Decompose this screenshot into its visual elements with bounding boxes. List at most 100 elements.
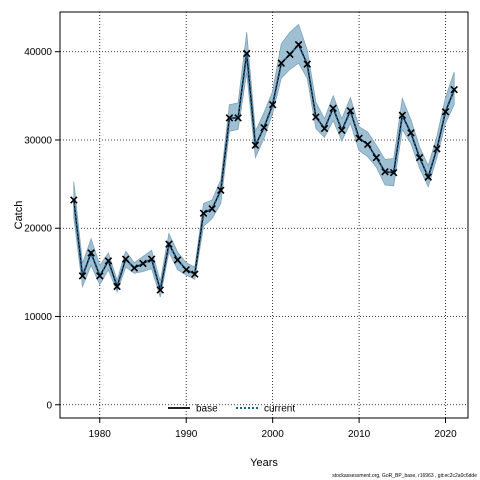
data-marker-stroke [346, 107, 355, 115]
y-tick-label: 20000 [24, 224, 52, 235]
data-marker-stroke [398, 111, 407, 120]
data-marker-stroke [251, 141, 260, 150]
data-marker-stroke [415, 153, 424, 162]
data-marker [294, 40, 303, 49]
data-marker [441, 107, 450, 116]
data-marker [70, 196, 78, 204]
y-tick-label: 10000 [24, 312, 52, 323]
data-marker-stroke [242, 49, 251, 58]
x-axis-title: Years [250, 457, 278, 469]
data-marker-stroke [268, 100, 277, 109]
x-axis-ticks: 1980 1990 2000 2010 2020 [89, 418, 457, 440]
y-tick-label: 30000 [24, 135, 52, 146]
y-axis-ticks: 0 10000 20000 30000 40000 [24, 47, 60, 411]
data-marker-stroke [303, 60, 311, 68]
data-marker [78, 272, 87, 280]
data-marker-stroke [199, 209, 208, 218]
data-marker-stroke [389, 168, 398, 177]
data-marker-stroke [277, 59, 286, 67]
series-lines [72, 42, 456, 291]
data-marker-stroke [381, 167, 389, 176]
data-marker-stroke [260, 123, 268, 132]
data-marker [95, 272, 104, 280]
legend-label: base [196, 404, 218, 415]
data-marker [199, 209, 208, 218]
data-marker [433, 145, 441, 153]
data-marker [260, 123, 268, 132]
data-marker-stroke [70, 196, 78, 204]
data-marker [251, 141, 260, 150]
data-marker-stroke [182, 265, 190, 274]
data-marker-stroke [217, 186, 225, 195]
data-marker [372, 153, 381, 162]
data-marker-stroke [208, 205, 216, 213]
data-marker [165, 240, 173, 248]
data-marker [113, 282, 121, 291]
data-marker [147, 255, 156, 263]
data-marker-stroke [441, 107, 450, 116]
data-marker-stroke [191, 270, 199, 278]
legend-entry-current: current [236, 404, 295, 415]
data-marker-stroke [156, 286, 165, 294]
data-marker [130, 264, 139, 272]
footer-text: stockassessment.org, GoR_BP_base, r16963… [332, 473, 477, 479]
data-marker-stroke [130, 264, 139, 272]
data-marker [173, 256, 182, 264]
x-tick-label: 1990 [175, 429, 198, 440]
data-marker-stroke [95, 272, 104, 280]
data-marker [234, 114, 242, 122]
x-tick-label: 2000 [262, 429, 285, 440]
data-marker [87, 249, 95, 257]
data-marker [338, 126, 346, 135]
data-marker [389, 168, 398, 177]
x-tick-label: 2020 [434, 429, 457, 440]
data-marker-stroke [87, 249, 95, 257]
series-line-base [73, 43, 455, 291]
x-tick-label: 2010 [348, 429, 371, 440]
confidence-band [73, 23, 455, 298]
data-marker [156, 286, 165, 294]
data-marker-stroke [372, 153, 381, 162]
data-marker [182, 265, 190, 274]
data-marker-stroke [78, 272, 87, 280]
y-axis-title: Catch [13, 201, 25, 230]
data-marker-stroke [121, 255, 130, 263]
data-marker [104, 257, 113, 265]
data-marker [415, 153, 424, 162]
data-marker [329, 104, 337, 112]
data-marker-stroke [407, 129, 415, 137]
data-markers [70, 40, 458, 294]
data-marker-stroke [355, 134, 363, 142]
data-marker [225, 114, 234, 122]
data-marker [398, 111, 407, 120]
data-marker [217, 186, 225, 195]
y-tick-label: 40000 [24, 47, 52, 58]
legend-label: current [264, 404, 295, 415]
data-marker [139, 259, 147, 268]
data-marker [121, 255, 130, 263]
data-marker-stroke [363, 140, 372, 149]
data-marker [208, 205, 216, 213]
data-marker [242, 49, 251, 58]
data-marker-stroke [286, 50, 294, 59]
data-marker [191, 270, 199, 278]
data-marker-stroke [165, 240, 173, 248]
confidence-band-area [73, 23, 455, 298]
data-marker [268, 100, 277, 109]
data-marker [450, 85, 458, 94]
data-marker [320, 124, 329, 133]
data-marker-stroke [104, 257, 113, 265]
data-marker-stroke [320, 124, 329, 133]
data-marker [286, 50, 294, 59]
data-marker [355, 134, 363, 142]
data-marker [363, 140, 372, 149]
data-marker-stroke [450, 85, 458, 94]
data-marker [312, 113, 320, 121]
data-marker [381, 167, 389, 176]
data-marker-stroke [139, 259, 147, 268]
data-marker [277, 59, 286, 67]
data-marker [407, 129, 415, 137]
grid-lines [60, 12, 468, 418]
data-marker [424, 173, 433, 181]
